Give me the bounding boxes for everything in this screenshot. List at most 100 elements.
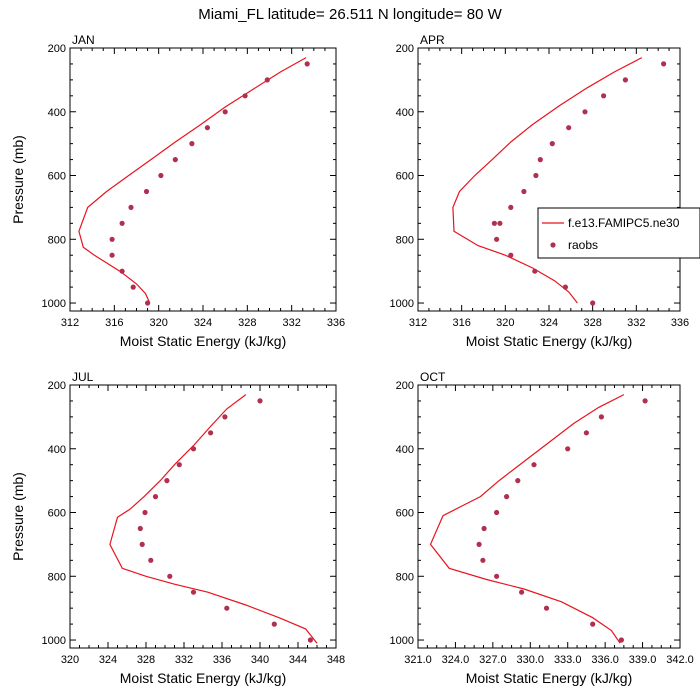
legend-box <box>537 207 700 259</box>
raobs-point <box>537 157 543 163</box>
x-tick-label: 320 <box>496 317 514 329</box>
raobs-point <box>590 300 596 306</box>
x-tick-label: 316 <box>105 317 123 329</box>
y-tick-label: 1000 <box>390 635 414 647</box>
x-tick-label: 321.0 <box>404 654 432 666</box>
x-tick-label: 324 <box>99 654 117 666</box>
x-tick-label: 336 <box>671 317 689 329</box>
raobs-point <box>176 462 182 468</box>
raobs-point <box>189 141 195 147</box>
raobs-point <box>152 494 159 500</box>
raobs-point <box>590 621 596 627</box>
y-tick-label: 800 <box>396 571 414 583</box>
x-tick-label: 333.0 <box>554 654 582 666</box>
raobs-point <box>519 589 525 595</box>
x-tick-label: 332 <box>282 317 300 329</box>
y-tick-label: 400 <box>396 444 414 456</box>
x-tick-label: 330.0 <box>517 654 545 666</box>
x-tick-label: 320 <box>61 654 79 666</box>
y-tick-label: 200 <box>396 380 414 392</box>
raobs-point <box>601 93 607 99</box>
raobs-point <box>242 93 248 99</box>
raobs-point <box>139 541 145 548</box>
model-line <box>109 394 318 644</box>
panel-jan: JAN 312 316 320 324 328 332 336 200 400 600 800 1000… <box>10 33 345 349</box>
raobs-point <box>508 204 514 210</box>
x-tick-label: 348 <box>327 654 345 666</box>
raobs-point <box>618 637 625 643</box>
x-tick-label: 336.0 <box>591 654 619 666</box>
raobs-point <box>119 220 125 226</box>
plot-frame <box>417 47 681 312</box>
raobs-point <box>271 621 277 627</box>
model-line <box>78 57 307 304</box>
raobs-point <box>598 414 605 420</box>
raobs-point <box>222 109 228 115</box>
x-tick-label: 336 <box>213 654 231 666</box>
x-tick-label: 324.0 <box>442 654 470 666</box>
x-tick-label: 327.0 <box>479 654 507 666</box>
panel-oct: OCT 321.0 324.0 327.0 330.0 333.0 336.0 339.0 34… <box>390 370 694 686</box>
y-tick-label: 600 <box>396 508 414 520</box>
raobs-point <box>109 236 115 242</box>
x-tick-label: 339.0 <box>629 654 657 666</box>
raobs-point <box>521 188 527 195</box>
y-tick-label: 800 <box>48 234 66 246</box>
raobs-point <box>190 589 197 595</box>
raobs-point <box>497 220 503 226</box>
x-tick-label: 328 <box>583 317 601 329</box>
raobs-point <box>142 509 148 516</box>
legend-raobs-swatch <box>550 242 556 248</box>
x-tick-label: 344 <box>289 654 307 666</box>
raobs-point <box>190 446 197 452</box>
raobs-point <box>515 478 521 484</box>
figure-title: Miami_FL latitude= 26.511 N longitude= 8… <box>198 6 502 23</box>
y-tick-label: 600 <box>396 171 414 183</box>
raobs-point <box>533 172 539 179</box>
x-axis-title: Moist Static Energy (kJ/kg) <box>466 333 633 349</box>
y-tick-label: 200 <box>48 43 66 55</box>
y-axis-title: Pressure (mb) <box>10 472 26 561</box>
x-axis-title: Moist Static Energy (kJ/kg) <box>120 670 287 686</box>
raobs-point <box>543 605 550 611</box>
chart-panels: JAN 312 316 320 324 328 332 336 200 400 600 800 1000… <box>10 33 694 686</box>
raobs-point <box>508 252 514 258</box>
raobs-point <box>562 284 569 290</box>
x-tick-label: 324 <box>540 317 558 329</box>
y-axis-title: Pressure (mb) <box>10 135 26 224</box>
raobs-point <box>481 525 487 532</box>
panel-jul: JUL 320 324 328 332 336 340 344 348 200 400 600 800 1… <box>10 370 345 686</box>
raobs-point <box>531 462 537 468</box>
model-line <box>429 394 625 644</box>
raobs-point <box>622 77 629 83</box>
raobs-point <box>119 268 125 274</box>
raobs-point <box>145 300 151 306</box>
raobs-point <box>143 188 150 195</box>
raobs-point <box>582 109 588 115</box>
raobs-point <box>172 157 178 163</box>
raobs-point <box>494 236 500 242</box>
raobs-point <box>532 268 538 274</box>
legend-raobs-label: raobs <box>568 238 598 252</box>
y-tick-label: 400 <box>48 444 66 456</box>
plot-frame <box>69 384 337 649</box>
y-tick-label: 800 <box>48 571 66 583</box>
raobs-point <box>494 573 500 579</box>
x-tick-label: 340 <box>251 654 269 666</box>
raobs-point <box>583 430 590 436</box>
y-tick-label: 600 <box>48 171 66 183</box>
x-tick-label: 342.0 <box>666 654 694 666</box>
raobs-point <box>549 141 555 147</box>
raobs-point <box>476 541 482 548</box>
panel-label: JAN <box>72 33 95 47</box>
raobs-point <box>224 605 230 611</box>
raobs-point <box>642 398 648 404</box>
raobs-point <box>222 414 228 420</box>
x-tick-label: 312 <box>409 317 427 329</box>
x-axis-title: Moist Static Energy (kJ/kg) <box>466 670 633 686</box>
panel-label: APR <box>420 33 445 47</box>
raobs-point <box>204 125 210 131</box>
x-tick-label: 336 <box>327 317 345 329</box>
raobs-point <box>148 557 154 563</box>
raobs-point <box>565 446 571 452</box>
